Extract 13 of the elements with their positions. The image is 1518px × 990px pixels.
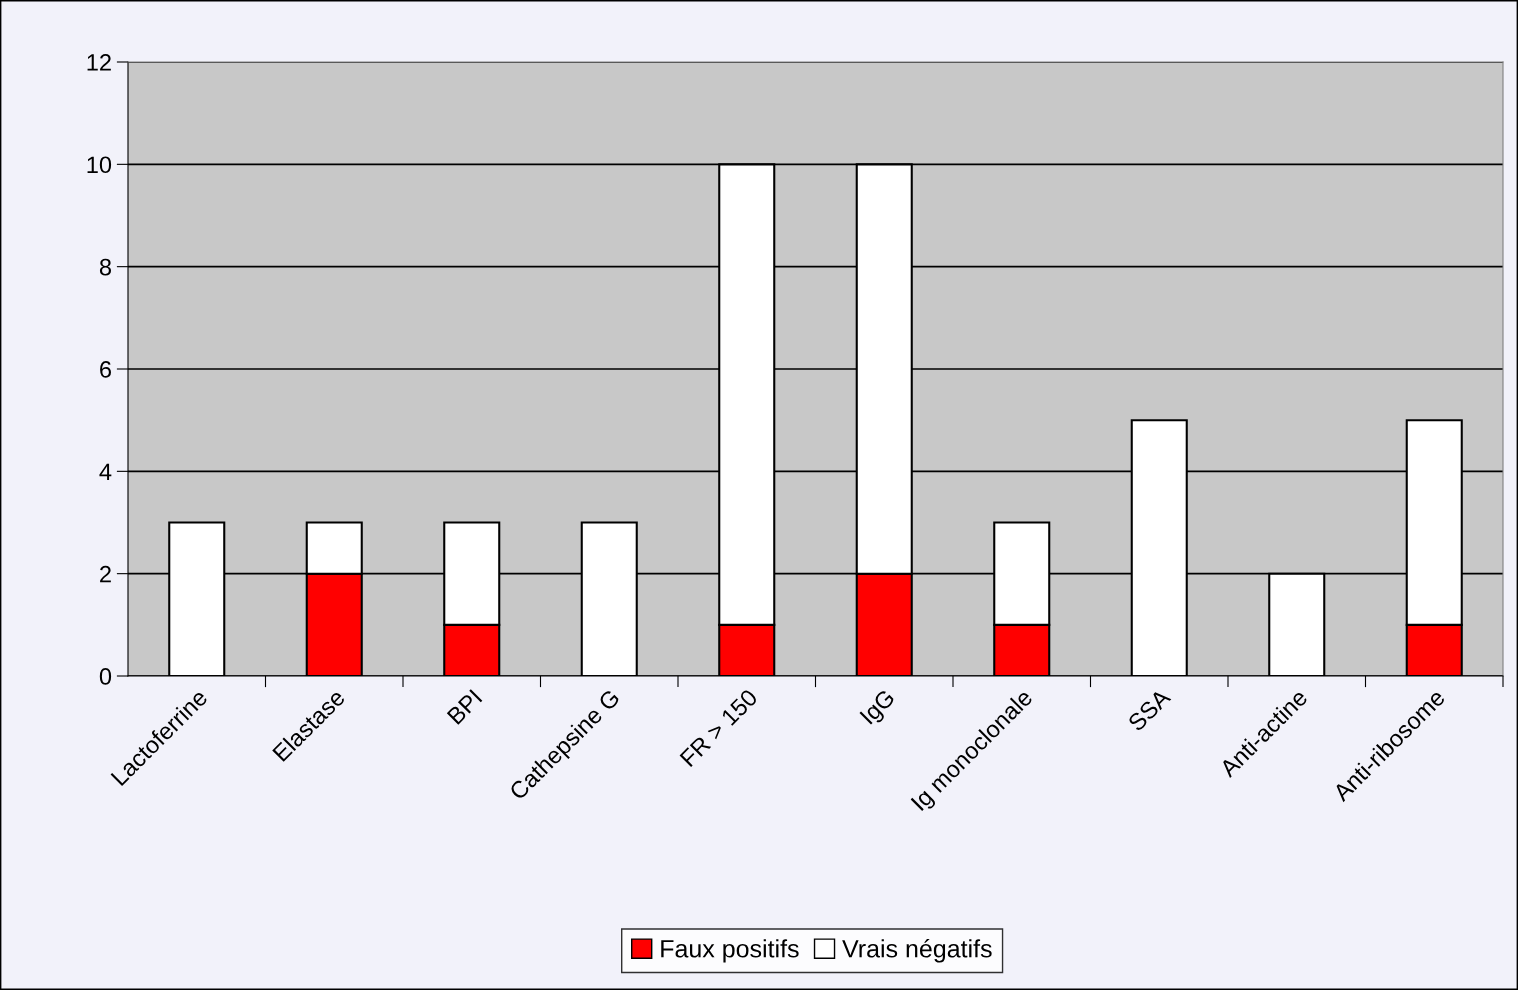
x-tick-label: SSA: [1127, 687, 1172, 733]
y-tick-label: 8: [99, 258, 111, 276]
y-tick-label: 6: [100, 361, 111, 378]
x-tick-label: FR > 150: [679, 688, 759, 768]
y-tick-label: 0: [99, 668, 112, 685]
legend-label: Faux positifs: [661, 939, 799, 963]
y-tick-label: 12: [87, 54, 111, 71]
x-tick-label: BPI: [446, 689, 483, 725]
y-tick-label: 4: [99, 463, 112, 480]
y-tick-label: 2: [100, 565, 111, 583]
y-tick-label: 10: [87, 156, 112, 174]
legend-label: Vrais négatifs: [842, 938, 992, 963]
x-tick-label: IgG: [859, 688, 899, 729]
